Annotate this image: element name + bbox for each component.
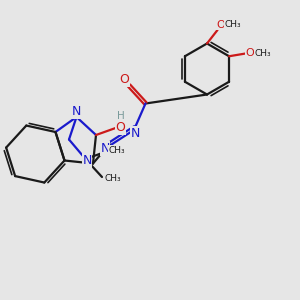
Text: O: O	[246, 48, 254, 58]
Text: O: O	[120, 73, 129, 86]
Text: H: H	[117, 111, 124, 121]
Text: CH₃: CH₃	[224, 20, 241, 29]
Text: N: N	[82, 154, 92, 167]
Text: O: O	[116, 121, 125, 134]
Text: O: O	[216, 20, 225, 30]
Text: CH₃: CH₃	[109, 146, 125, 154]
Text: N: N	[100, 142, 110, 155]
Text: N: N	[130, 127, 140, 140]
Text: N: N	[72, 105, 81, 118]
Text: CH₃: CH₃	[104, 174, 121, 183]
Text: CH₃: CH₃	[254, 49, 271, 58]
